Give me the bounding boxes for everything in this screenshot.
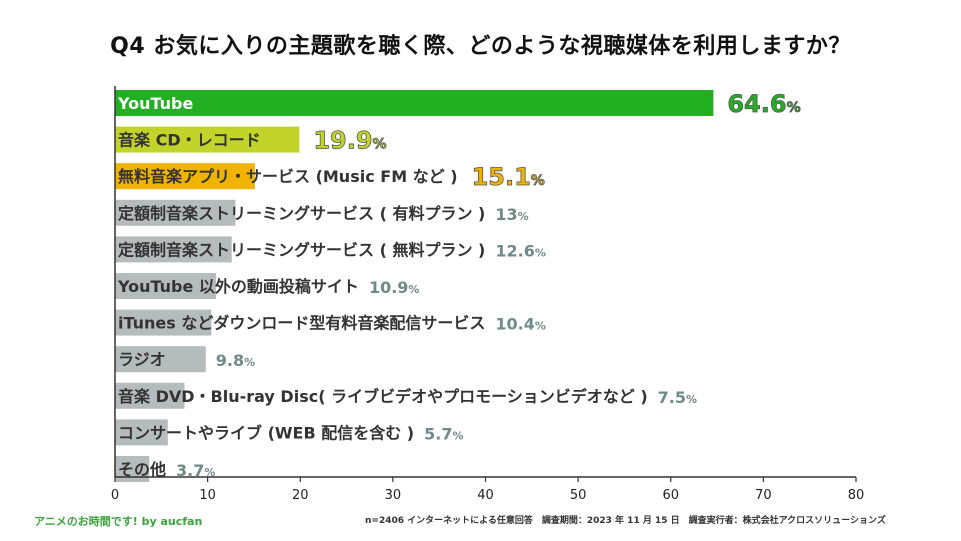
- category-label: 音楽 CD・レコード: [118, 131, 261, 150]
- bar: [115, 163, 255, 190]
- bar: [115, 199, 236, 226]
- bar: [115, 90, 714, 116]
- value-label: 19.9%: [313, 127, 386, 155]
- category-label: 定額制音楽ストリーミングサービス ( 無料プラン ): [117, 240, 485, 259]
- value-label: 5.7%: [424, 424, 463, 443]
- value-label: 10.9%: [369, 278, 420, 297]
- category-label: YouTube: [117, 94, 194, 113]
- chart-title: Q4 お気に入りの主題歌を聴く際、どのような視聴媒体を利用しますか？: [110, 34, 851, 59]
- category-label: iTunes などダウンロード型有料音楽配信サービス: [118, 314, 485, 333]
- bar: [115, 236, 232, 263]
- category-label: 無料音楽アプリ・サービス (Music FM など ): [118, 167, 458, 186]
- value-label: 13%: [495, 205, 528, 224]
- x-tick-label: 10: [199, 488, 216, 503]
- bar: [115, 273, 216, 299]
- category-label: 音楽 DVD・Blu-ray Disc( ライブビデオやプロモーションビデオなど…: [118, 387, 648, 406]
- x-tick-label: 80: [848, 488, 865, 503]
- x-tick-label: 40: [477, 488, 494, 503]
- category-label: コンサートやライブ (WEB 配信を含む ): [118, 423, 414, 442]
- value-label: 9.8%: [216, 351, 255, 370]
- value-label: 64.6%: [727, 90, 800, 118]
- bar: [115, 419, 168, 446]
- category-label: その他: [118, 460, 166, 479]
- value-label: 10.4%: [495, 315, 546, 334]
- bar: [115, 346, 206, 373]
- footer-credit: アニメのお時間です! by aucfan: [34, 515, 203, 528]
- value-label: 7.5%: [658, 388, 697, 407]
- value-label: 3.7%: [176, 461, 215, 480]
- value-label: 15.1%: [472, 163, 545, 191]
- x-tick-label: 30: [385, 488, 402, 503]
- bar: [115, 126, 300, 153]
- x-tick-label: 50: [570, 488, 587, 503]
- footer-note: n=2406 インターネットによる任意回答 調査期間：2023 年 11 月 1…: [365, 516, 886, 526]
- x-tick-label: 0: [111, 488, 119, 503]
- category-label: YouTube 以外の動画投稿サイト: [117, 277, 359, 296]
- value-label: 12.6%: [495, 241, 546, 260]
- category-label: 定額制音楽ストリーミングサービス ( 有料プラン ): [117, 204, 485, 223]
- x-tick-label: 70: [755, 488, 772, 503]
- bar: [115, 309, 212, 336]
- bar: [115, 382, 185, 409]
- category-label: ラジオ: [118, 350, 166, 369]
- x-tick-label: 20: [292, 488, 309, 503]
- x-tick-label: 60: [662, 488, 679, 503]
